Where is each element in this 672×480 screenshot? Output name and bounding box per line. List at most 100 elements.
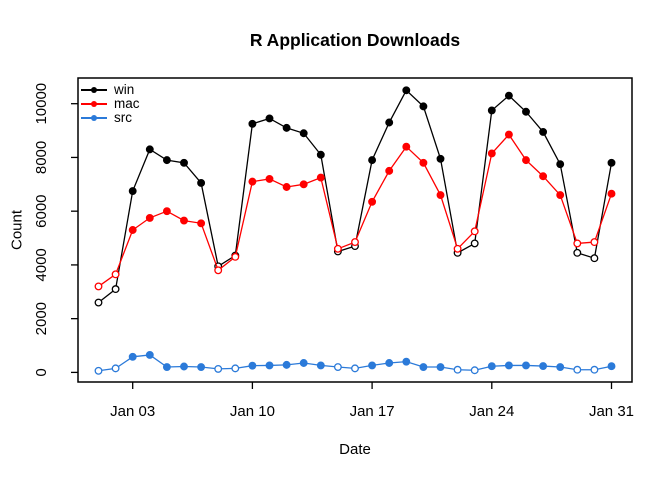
- src-point: [214, 364, 223, 373]
- win-point: [248, 119, 257, 128]
- src-point: [522, 361, 530, 370]
- src-point: [385, 359, 394, 367]
- mac-point: [556, 191, 565, 200]
- mac-point: [607, 189, 616, 198]
- x-axis: Jan 03 Jan 10 Jan 17 Jan 24 Jan 31: [110, 382, 634, 420]
- mac-point: [487, 149, 496, 158]
- legend-item-src: src: [81, 111, 140, 125]
- mac-point: [162, 207, 171, 216]
- mac-point: [504, 130, 513, 139]
- legend-label-mac: mac: [114, 96, 140, 111]
- plot-box: [77, 77, 633, 383]
- src-point: [145, 350, 154, 359]
- mac-point: [231, 252, 240, 261]
- mac-point: [351, 238, 359, 247]
- mac-point: [453, 244, 462, 253]
- x-tick-label: Jan 17: [350, 403, 395, 420]
- mac-point: [385, 166, 394, 175]
- mac-point: [368, 197, 377, 206]
- x-tick-label: Jan 31: [589, 403, 634, 420]
- y-tick-label: 0: [33, 368, 50, 376]
- src-point: [436, 363, 445, 371]
- src-point: [180, 362, 188, 371]
- mac-point: [590, 238, 599, 247]
- src-line-marker-icon: [81, 111, 107, 125]
- x-axis-label: Date: [339, 441, 371, 458]
- mac-point: [145, 213, 154, 222]
- src-point: [333, 363, 342, 371]
- mac-point: [316, 173, 325, 182]
- mac-point: [282, 183, 291, 191]
- win-point: [282, 123, 291, 132]
- y-tick-label: 4000: [33, 248, 50, 281]
- src-point: [402, 357, 411, 366]
- win-point: [402, 86, 411, 95]
- y-tick-label: 8000: [33, 141, 50, 174]
- win-point: [607, 158, 616, 167]
- src-point: [573, 365, 582, 374]
- mac-point: [539, 172, 548, 181]
- src-point: [487, 362, 496, 371]
- y-tick-label: 6000: [33, 194, 50, 227]
- src-point: [539, 362, 548, 371]
- mac-point: [419, 158, 428, 167]
- series-mac: [94, 130, 616, 291]
- win-point: [573, 248, 582, 257]
- src-point: [453, 365, 462, 374]
- win-point: [522, 107, 530, 116]
- legend-label-src: src: [114, 110, 132, 125]
- x-tick-label: Jan 03: [110, 403, 155, 420]
- mac-point: [573, 239, 582, 248]
- src-point: [231, 364, 240, 373]
- mac-point: [197, 219, 206, 228]
- src-point: [316, 361, 325, 370]
- win-point: [419, 102, 428, 111]
- src-point: [368, 361, 377, 370]
- src-point: [590, 365, 599, 374]
- src-point: [197, 363, 206, 371]
- legend-item-win: win: [81, 83, 140, 97]
- win-point: [556, 160, 565, 169]
- mac-point: [402, 142, 411, 151]
- legend-item-mac: mac: [81, 97, 140, 111]
- y-tick-label: 10000: [33, 83, 50, 125]
- mac-point: [94, 282, 103, 291]
- src-point: [470, 366, 479, 375]
- win-line-marker-icon: [81, 83, 107, 97]
- win-point: [265, 114, 274, 123]
- win-point: [145, 145, 154, 154]
- win-point: [368, 156, 377, 165]
- win-point: [590, 254, 599, 263]
- mac-point: [128, 226, 137, 234]
- series-win: [94, 86, 616, 307]
- win-point: [470, 239, 479, 248]
- legend-label-win: win: [114, 82, 135, 97]
- mac-point: [333, 244, 342, 253]
- src-point: [556, 363, 565, 371]
- series-src: [94, 350, 616, 375]
- mac-point: [299, 180, 308, 189]
- win-point: [539, 127, 548, 136]
- mac-point: [214, 266, 223, 275]
- win-point: [299, 129, 308, 138]
- mac-point: [436, 191, 445, 200]
- src-point: [265, 361, 274, 370]
- mac-point: [248, 177, 257, 186]
- mac-point: [265, 174, 274, 183]
- win-point: [385, 118, 394, 127]
- mac-line: [98, 133, 613, 287]
- src-point: [94, 366, 103, 375]
- mac-point: [180, 216, 188, 225]
- win-point: [316, 150, 325, 159]
- y-tick-label: 2000: [33, 302, 50, 335]
- src-point: [162, 363, 171, 371]
- src-point: [504, 361, 513, 370]
- win-point: [94, 298, 103, 307]
- src-point: [282, 360, 291, 369]
- src-point: [351, 364, 359, 373]
- legend: win mac src: [81, 83, 140, 125]
- win-line: [98, 89, 613, 304]
- win-point: [180, 158, 188, 167]
- win-point: [197, 179, 206, 187]
